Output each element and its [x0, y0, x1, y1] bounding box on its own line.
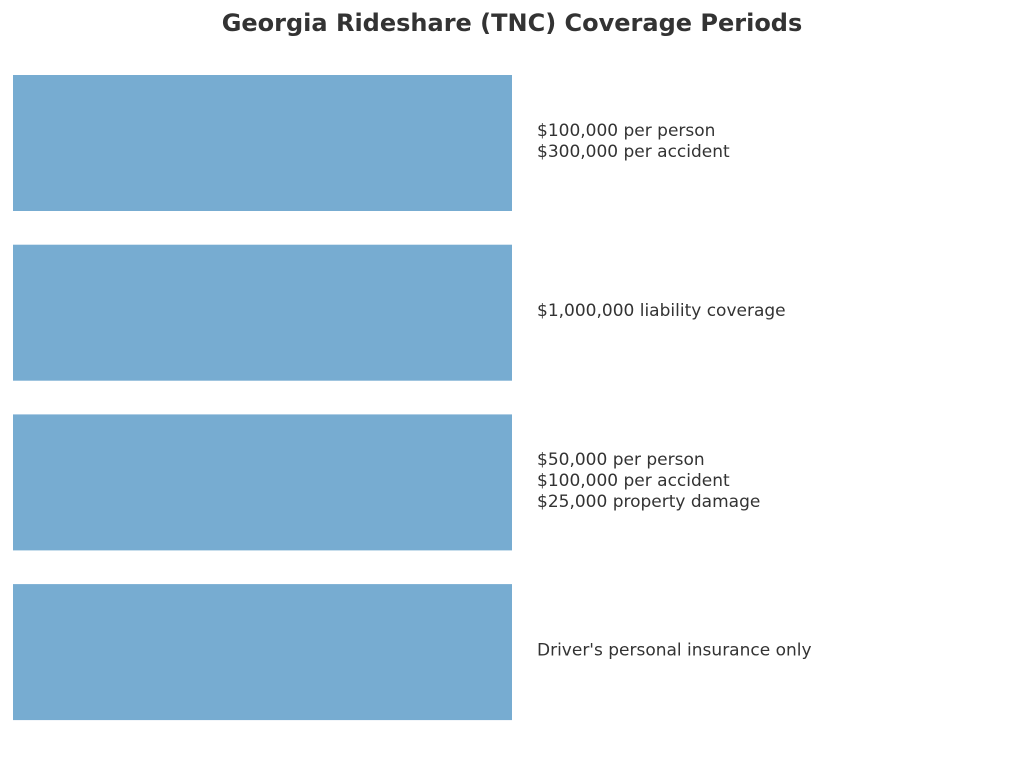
coverage-text: Driver's personal insurance only: [537, 641, 812, 661]
period-box: [13, 414, 512, 551]
period-box: [13, 584, 512, 721]
period-box: [13, 244, 512, 381]
coverage-text: $50,000 per person: [537, 450, 705, 470]
title: Georgia Rideshare (TNC) Coverage Periods: [222, 9, 803, 37]
period-box: [13, 75, 512, 211]
coverage-text: $100,000 per accident: [537, 471, 730, 491]
coverage-text: $1,000,000 liability coverage: [537, 301, 786, 321]
coverage-text: $100,000 per person: [537, 121, 715, 141]
coverage-text: $25,000 property damage: [537, 492, 760, 512]
coverage-text: $300,000 per accident: [537, 142, 730, 162]
